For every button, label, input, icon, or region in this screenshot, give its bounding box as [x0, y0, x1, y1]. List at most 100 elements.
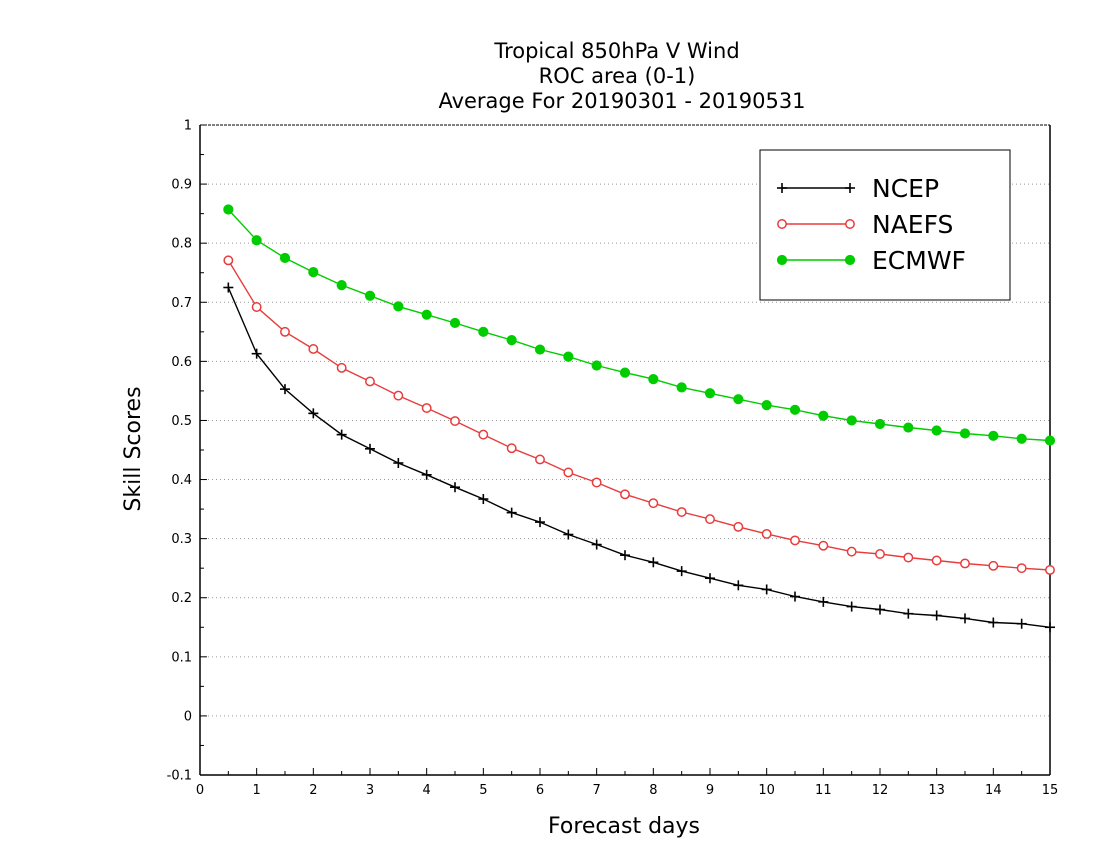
- data-point: [705, 514, 715, 525]
- x-tick-label: 2: [309, 783, 317, 798]
- data-point: [676, 507, 687, 517]
- data-point: [620, 489, 630, 500]
- chart-title-line-1: Tropical 850hPa V Wind: [493, 39, 739, 63]
- data-point: [818, 410, 829, 421]
- data-point: [506, 443, 517, 454]
- data-point: [960, 558, 970, 569]
- data-point: [1045, 565, 1055, 575]
- x-tick-label: 6: [536, 783, 544, 798]
- y-axis: -0.1 0 0.1 0.2 0.3 0.4 0.5 0.6 0.7 0.8 0.9 1: [167, 119, 207, 784]
- x-axis-title: Forecast days: [548, 814, 700, 839]
- data-point: [931, 610, 942, 621]
- data-point: [776, 254, 788, 266]
- x-tick-label: 4: [423, 783, 431, 798]
- data-point: [563, 351, 574, 362]
- data-point: [336, 362, 347, 373]
- data-point: [251, 235, 262, 246]
- y-tick-label: 0.1: [171, 650, 192, 665]
- data-point: [535, 454, 545, 465]
- y-tick-label: -0.1: [167, 769, 192, 784]
- data-point: [393, 301, 404, 312]
- chart-title-line-2: ROC area (0-1): [539, 64, 696, 88]
- chart-title-line-3: Average For 20190301 - 20190531: [438, 89, 805, 113]
- x-tick-label: 9: [706, 783, 714, 798]
- data-point: [790, 535, 800, 546]
- data-point: [903, 422, 914, 433]
- y-tick-label: 0.2: [171, 591, 192, 606]
- data-point: [478, 429, 489, 440]
- y-tick-label: 0: [184, 709, 192, 724]
- x-tick-label: 10: [758, 783, 775, 798]
- data-point: [280, 326, 290, 337]
- data-point: [506, 507, 517, 518]
- data-point: [761, 399, 772, 411]
- y-tick-label: 0.5: [171, 414, 192, 429]
- data-point: [875, 549, 885, 559]
- data-point: [223, 204, 234, 215]
- x-tick-label: 5: [479, 783, 487, 798]
- data-point: [280, 384, 290, 395]
- data-point: [1045, 622, 1055, 633]
- data-point: [676, 382, 687, 393]
- data-point: [364, 290, 376, 301]
- y-axis-title: Skill Scores: [121, 386, 146, 511]
- x-tick-label: 11: [815, 783, 832, 798]
- data-point: [478, 494, 489, 505]
- x-tick-label: 1: [253, 783, 261, 798]
- x-tick-label: 12: [872, 783, 889, 798]
- chart-title: Tropical 850hPa V Wind ROC area (0-1) Av…: [438, 39, 805, 113]
- data-point: [535, 517, 545, 528]
- data-point: [421, 403, 432, 413]
- x-tick-label: 7: [593, 783, 601, 798]
- data-point: [421, 469, 432, 480]
- series-naefs: [223, 255, 1055, 575]
- data-point: [777, 183, 787, 193]
- data-point: [365, 443, 375, 454]
- data-point: [308, 408, 319, 419]
- y-tick-label: 0.4: [171, 473, 192, 488]
- legend-box: [759, 149, 1011, 301]
- data-point: [506, 334, 517, 346]
- data-point: [336, 280, 347, 291]
- series-layer: [223, 204, 1056, 633]
- data-point: [563, 529, 574, 540]
- data-point: [733, 394, 744, 405]
- data-point: [393, 458, 404, 468]
- data-point: [591, 539, 602, 550]
- data-point: [1016, 618, 1027, 629]
- legend-label: NAEFS: [872, 210, 953, 239]
- data-point: [1016, 433, 1027, 444]
- data-point: [591, 477, 602, 488]
- y-tick-label: 0.8: [171, 237, 192, 252]
- data-point: [534, 344, 546, 355]
- grid-lines: [200, 124, 1050, 717]
- data-point: [365, 376, 375, 387]
- data-point: [988, 560, 999, 571]
- data-point: [563, 467, 574, 478]
- data-point: [875, 604, 885, 615]
- data-point: [845, 183, 855, 193]
- data-point: [393, 390, 404, 401]
- data-point: [449, 317, 461, 329]
- series-line: [227, 259, 1051, 571]
- data-point: [761, 528, 772, 539]
- data-point: [733, 521, 744, 532]
- legend-item-ncep: NCEP: [777, 174, 939, 203]
- data-point: [959, 428, 971, 439]
- data-point: [620, 550, 630, 561]
- x-tick-label: 0: [196, 783, 204, 798]
- data-point: [591, 360, 602, 371]
- legend-item-ecmwf: ECMWF: [776, 246, 966, 275]
- data-point: [818, 540, 829, 551]
- data-point: [251, 302, 262, 312]
- x-tick-label: 13: [928, 783, 945, 798]
- data-point: [777, 219, 787, 229]
- data-point: [903, 608, 914, 619]
- x-tick-label: 15: [1042, 783, 1059, 798]
- data-point: [648, 498, 659, 509]
- legend-label: ECMWF: [872, 246, 966, 275]
- data-point: [308, 267, 319, 278]
- series-line: [227, 287, 1051, 628]
- data-point: [988, 617, 999, 628]
- x-tick-label: 14: [985, 783, 1002, 798]
